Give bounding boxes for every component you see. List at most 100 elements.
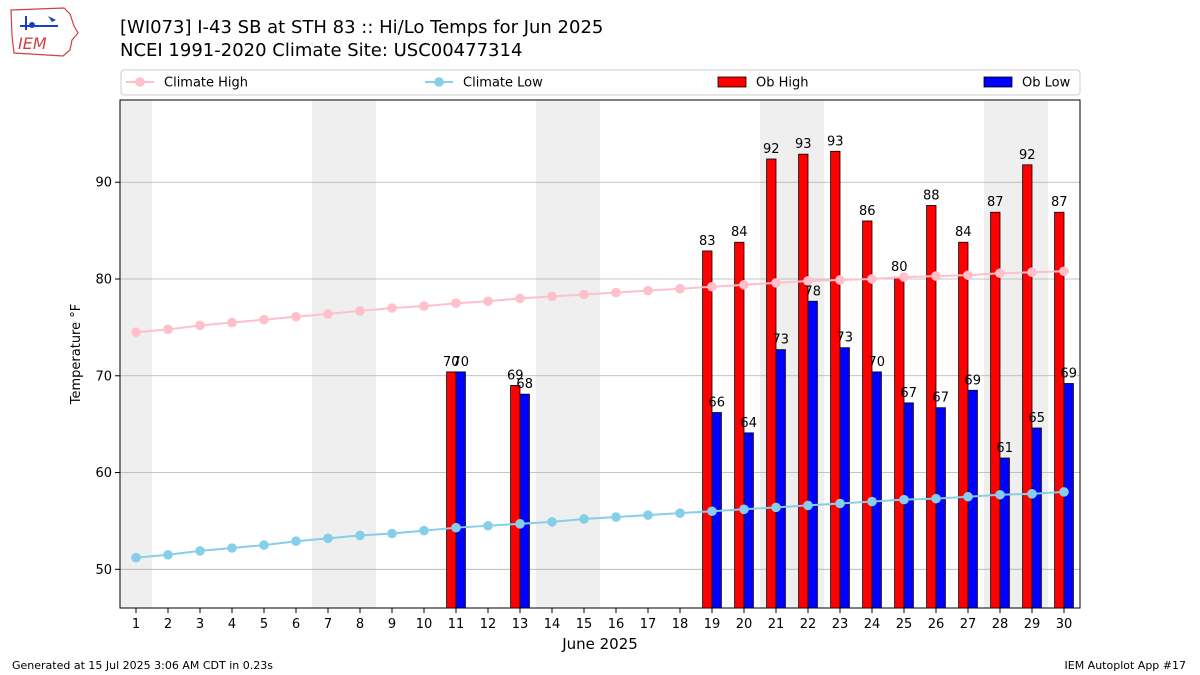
legend-point-marker bbox=[135, 77, 145, 87]
ob-low-label: 78 bbox=[804, 284, 821, 299]
ob-high-bar bbox=[830, 150, 841, 609]
ob-high-label: 93 bbox=[795, 137, 812, 152]
x-tick-label: 1 bbox=[132, 617, 140, 632]
climate-high-point bbox=[227, 317, 237, 328]
ob-low-bar bbox=[519, 393, 530, 609]
ob-high-label: 83 bbox=[699, 234, 716, 249]
climate-low-point bbox=[291, 536, 301, 547]
climate-low-point bbox=[1059, 487, 1069, 497]
climate-high-point bbox=[675, 283, 685, 294]
x-tick-label: 15 bbox=[576, 617, 593, 632]
logo-text: IEM bbox=[18, 34, 47, 53]
x-tick-label: 7 bbox=[324, 617, 332, 632]
climate-high-point bbox=[547, 291, 557, 302]
ob-high-label: 86 bbox=[859, 204, 876, 219]
climate-low-point bbox=[259, 540, 269, 550]
ob-high-label: 80 bbox=[891, 260, 908, 275]
climate-high-point bbox=[163, 324, 173, 335]
climate-low-point bbox=[835, 498, 845, 509]
climate-high-point bbox=[483, 296, 493, 307]
ob-low-bar bbox=[839, 347, 850, 609]
app-credit: IEM Autoplot App #17 bbox=[1064, 659, 1187, 672]
x-tick-label: 20 bbox=[736, 617, 753, 632]
climate-high-point bbox=[963, 270, 973, 280]
x-tick-label: 17 bbox=[640, 617, 657, 632]
legend-entry: Ob Low bbox=[1022, 76, 1071, 91]
ob-low-bar bbox=[871, 371, 882, 609]
x-tick-label: 30 bbox=[1056, 617, 1073, 632]
chart-subtitle: NCEI 1991-2020 Climate Site: USC00477314 bbox=[120, 40, 523, 61]
climate-high-point bbox=[739, 280, 749, 290]
x-tick-label: 5 bbox=[260, 617, 268, 632]
y-tick-label: 70 bbox=[95, 369, 112, 384]
x-tick-label: 23 bbox=[832, 617, 849, 632]
climate-high-point bbox=[419, 301, 429, 311]
ob-high-label: 87 bbox=[987, 195, 1004, 210]
climate-high-point bbox=[355, 306, 365, 316]
generated-timestamp: Generated at 15 Jul 2025 3:06 AM CDT in … bbox=[12, 659, 273, 672]
x-tick-label: 14 bbox=[544, 617, 561, 632]
weekend-band bbox=[568, 100, 600, 608]
legend-point-marker bbox=[434, 77, 444, 87]
weekend-band bbox=[312, 100, 344, 608]
climate-low-point bbox=[963, 491, 973, 502]
climate-high-point bbox=[643, 285, 653, 296]
climate-low-point bbox=[451, 522, 461, 533]
iowa-outline-icon bbox=[10, 7, 79, 57]
iem-logo-icon: IEM bbox=[10, 7, 79, 57]
climate-high-point bbox=[835, 275, 845, 285]
climate-high-point bbox=[515, 293, 525, 304]
x-tick-label: 24 bbox=[864, 617, 881, 632]
ob-low-label: 73 bbox=[772, 333, 789, 348]
legend-entry: Ob High bbox=[756, 76, 809, 91]
climate-low-point bbox=[867, 496, 877, 507]
climate-low-point bbox=[195, 546, 205, 556]
y-tick-label: 80 bbox=[95, 273, 112, 288]
climate-low-point bbox=[387, 528, 397, 539]
climate-low-point bbox=[547, 517, 557, 527]
climate-high-point bbox=[451, 298, 461, 309]
climate-low-point bbox=[515, 519, 525, 529]
legend: Climate High Climate Low Ob High Ob Low bbox=[120, 69, 1081, 96]
ob-high-label: 84 bbox=[731, 225, 748, 240]
ob-high-label: 70 bbox=[443, 355, 460, 370]
ob-low-label: 67 bbox=[900, 386, 917, 401]
y-tick-label: 50 bbox=[95, 563, 112, 578]
x-tick-label: 22 bbox=[800, 617, 817, 632]
ob-low-label: 70 bbox=[868, 355, 885, 370]
x-tick-label: 16 bbox=[608, 617, 625, 632]
weekend-band bbox=[344, 100, 376, 608]
ob-high-bar bbox=[446, 371, 457, 609]
x-tick-label: 28 bbox=[992, 617, 1009, 632]
ob-low-label: 64 bbox=[740, 416, 757, 431]
legend-entry: Climate Low bbox=[463, 76, 543, 91]
climate-low-point bbox=[707, 506, 717, 517]
ob-low-label: 65 bbox=[1028, 411, 1045, 426]
climate-low-point bbox=[675, 508, 685, 518]
ob-high-label: 88 bbox=[923, 188, 940, 203]
ob-high-label: 84 bbox=[955, 225, 972, 240]
ob-low-label: 68 bbox=[516, 377, 533, 392]
y-gridlines bbox=[120, 181, 1080, 570]
x-tick-label: 18 bbox=[672, 617, 689, 632]
climate-high-point bbox=[867, 274, 877, 284]
x-tick-label: 29 bbox=[1024, 617, 1041, 632]
ob-low-label: 69 bbox=[964, 373, 981, 388]
climate-low-point bbox=[355, 530, 365, 541]
climate-low-point bbox=[931, 493, 941, 504]
ob-low-bar bbox=[807, 300, 818, 609]
climate-high-point bbox=[611, 287, 621, 298]
ob-high-label: 93 bbox=[827, 134, 844, 149]
climate-high-point bbox=[931, 271, 941, 281]
climate-high-point bbox=[195, 320, 205, 331]
climate-low-point bbox=[163, 549, 173, 560]
ob-high-label: 69 bbox=[507, 368, 524, 383]
climate-low-point bbox=[803, 500, 813, 511]
ob-low-label: 61 bbox=[996, 441, 1013, 456]
climate-high-point bbox=[259, 314, 269, 325]
y-axis-label: Temperature °F bbox=[69, 304, 84, 405]
climate-high-point bbox=[771, 278, 781, 288]
ob-high-bar bbox=[958, 241, 969, 609]
climate-low-point bbox=[419, 525, 429, 536]
climate-high-point bbox=[707, 281, 717, 292]
